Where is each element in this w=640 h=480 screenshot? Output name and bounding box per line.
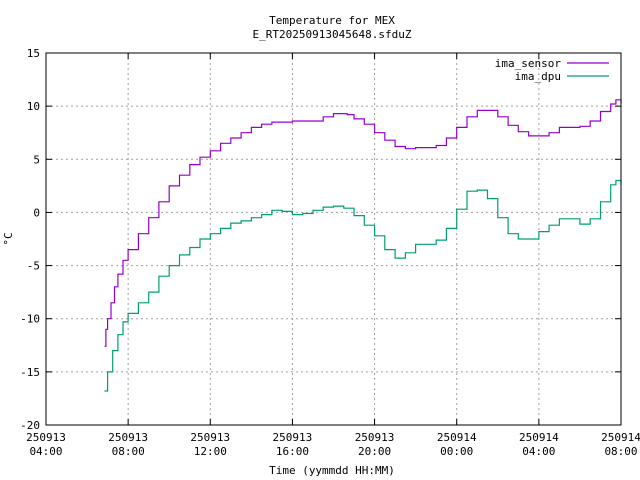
y-tick-label: 0 (33, 206, 40, 219)
chart-title: Temperature for MEX (269, 14, 395, 27)
x-tick-label-time: 00:00 (440, 445, 473, 458)
grid-lines (46, 53, 621, 425)
x-tick-label-time: 08:00 (604, 445, 637, 458)
x-tick-label-day: 250914 (519, 431, 559, 444)
x-tick-label-day: 250913 (108, 431, 148, 444)
legend-label-ima-sensor: ima_sensor (495, 57, 562, 70)
x-tick-label-day: 250913 (190, 431, 230, 444)
x-tick-label-time: 16:00 (276, 445, 309, 458)
legend: ima_sensor ima_dpu (495, 57, 609, 83)
x-tick-label-time: 04:00 (29, 445, 62, 458)
x-tick-label-day: 250914 (437, 431, 477, 444)
y-axis-label: °C (2, 232, 15, 245)
chart-subtitle: E_RT20250913045648.sfduZ (253, 28, 412, 41)
x-tick-label-time: 20:00 (358, 445, 391, 458)
y-tick-label: -10 (20, 313, 40, 326)
y-tick-label: -15 (20, 366, 40, 379)
x-axis-label: Time (yymmdd HH:MM) (269, 464, 395, 477)
series-line-ima-sensor (104, 99, 622, 347)
series-lines (104, 99, 622, 392)
x-tick-label-day: 250913 (273, 431, 313, 444)
legend-label-ima-dpu: ima_dpu (515, 70, 561, 83)
x-tick-label-day: 250913 (26, 431, 66, 444)
x-tick-label-time: 08:00 (112, 445, 145, 458)
y-tick-label: 5 (33, 153, 40, 166)
x-tick-label-time: 12:00 (194, 445, 227, 458)
y-tick-label: 10 (27, 100, 40, 113)
y-tick-label: -5 (27, 260, 40, 273)
x-tick-label-day: 250913 (355, 431, 395, 444)
y-tick-label: -20 (20, 419, 40, 432)
y-tick-label: 15 (27, 47, 40, 60)
x-tick-label-day: 250914 (601, 431, 640, 444)
axis-ticks: 151050-5-10-15-2025091304:0025091308:002… (20, 47, 640, 458)
plot-frame (45, 52, 622, 426)
series-line-ima-dpu (104, 179, 622, 392)
x-tick-label-time: 04:00 (522, 445, 555, 458)
